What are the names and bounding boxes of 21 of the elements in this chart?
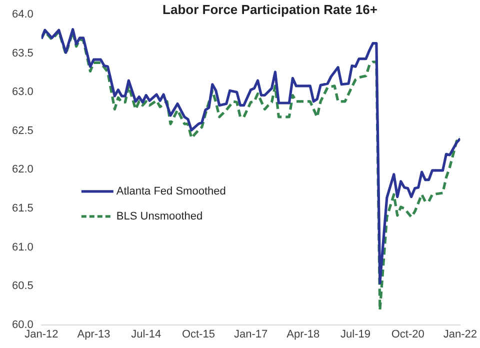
y-tick-label: 63.0 (12, 86, 34, 98)
x-tick-label: Oct-20 (391, 328, 424, 340)
y-tick-label: 60.5 (12, 280, 34, 292)
y-tick-label: 62.5 (12, 124, 34, 137)
x-tick-label: Jan-12 (24, 328, 58, 340)
y-tick-label: 64.0 (12, 8, 34, 21)
y-tick-label: 63.5 (12, 47, 34, 60)
x-tick-label: Jul-14 (131, 328, 162, 340)
legend-label: Atlanta Fed Smoothed (116, 185, 226, 198)
x-tick-label: Oct-15 (182, 328, 215, 340)
x-tick-label: Jan-17 (234, 328, 268, 340)
x-tick-label: Apr-13 (77, 328, 110, 340)
y-tick-label: 62.0 (12, 164, 34, 176)
x-tick-label: Jul-19 (340, 328, 370, 340)
x-tick-label: Jan-22 (443, 328, 478, 340)
x-tick-label: Apr-18 (286, 328, 320, 340)
legend-label: BLS Unsmoothed (116, 210, 203, 222)
y-tick-label: 61.0 (12, 241, 34, 254)
chart-title: Labor Force Participation Rate 16+ (162, 2, 378, 18)
y-tick-label: 61.5 (12, 202, 34, 215)
y-tick-label: 60.0 (12, 318, 34, 331)
